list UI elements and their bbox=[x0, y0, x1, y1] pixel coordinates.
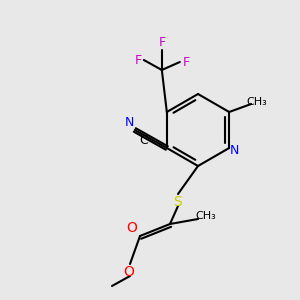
Text: C: C bbox=[139, 134, 148, 148]
Text: O: O bbox=[127, 221, 137, 235]
Text: F: F bbox=[158, 37, 165, 50]
Text: CH₃: CH₃ bbox=[196, 211, 216, 221]
Text: F: F bbox=[134, 53, 141, 67]
Text: CH₃: CH₃ bbox=[247, 97, 268, 107]
Text: N: N bbox=[230, 143, 239, 157]
Text: O: O bbox=[124, 265, 134, 279]
Text: S: S bbox=[172, 195, 182, 209]
Text: F: F bbox=[182, 56, 189, 68]
Text: N: N bbox=[125, 116, 134, 128]
